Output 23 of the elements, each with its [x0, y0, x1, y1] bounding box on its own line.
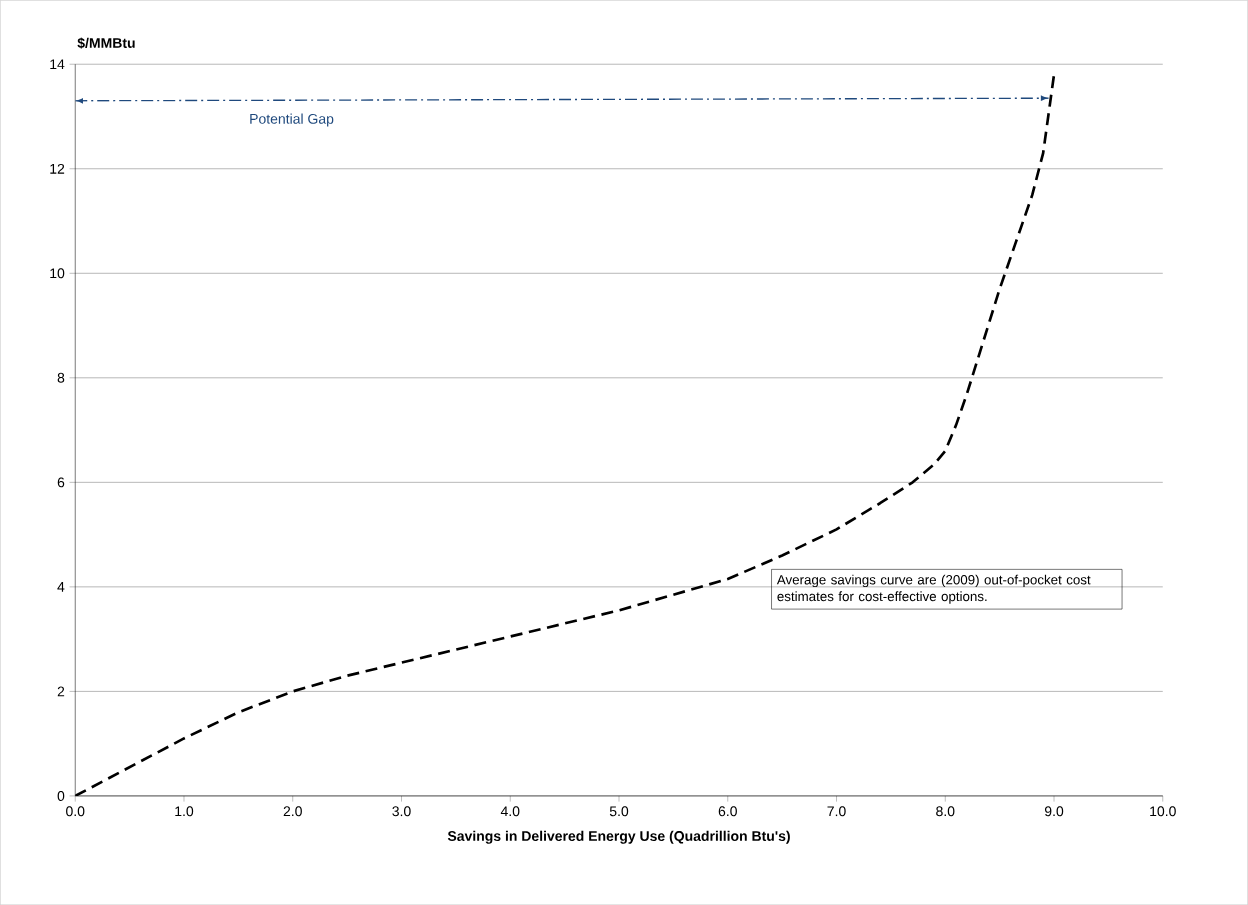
series-label: Potential Gap: [250, 113, 334, 127]
x-tick-label: 4.0: [500, 806, 520, 817]
x-tick-label: 5.0: [609, 806, 629, 817]
y-tick-label: 10: [50, 268, 65, 279]
x-tick-label: 9.0: [1044, 806, 1064, 817]
x-axis-title: Savings in Delivered Energy Use (Quadrillion Btu's): [447, 830, 790, 844]
y-tick-label: 6: [57, 477, 65, 488]
x-tick-label: 2.0: [283, 806, 302, 817]
y-tick-label: 14: [50, 59, 65, 69]
x-tick-label: 3.0: [392, 806, 411, 817]
y-tick-label: 8: [57, 372, 65, 383]
x-tick-label: 0.0: [66, 806, 85, 817]
x-tick-label: 8.0: [936, 806, 955, 817]
x-tick-label: 6.0: [718, 806, 737, 817]
y-tick-label: 0: [57, 790, 65, 801]
y-tick-label: 2: [57, 686, 65, 697]
annotation: Average savings curve are (2009) out-of-pocket cost estimates for cost-effective options.: [776, 574, 1091, 604]
y-tick-label: 4: [57, 582, 65, 592]
x-tick-label: 7.0: [827, 806, 846, 817]
x-tick-label: 1.0: [175, 806, 194, 817]
x-tick-label: 10.0: [1150, 806, 1176, 817]
y-axis-title: $/MMBtu: [77, 37, 135, 49]
y-tick-label: 12: [50, 163, 65, 174]
